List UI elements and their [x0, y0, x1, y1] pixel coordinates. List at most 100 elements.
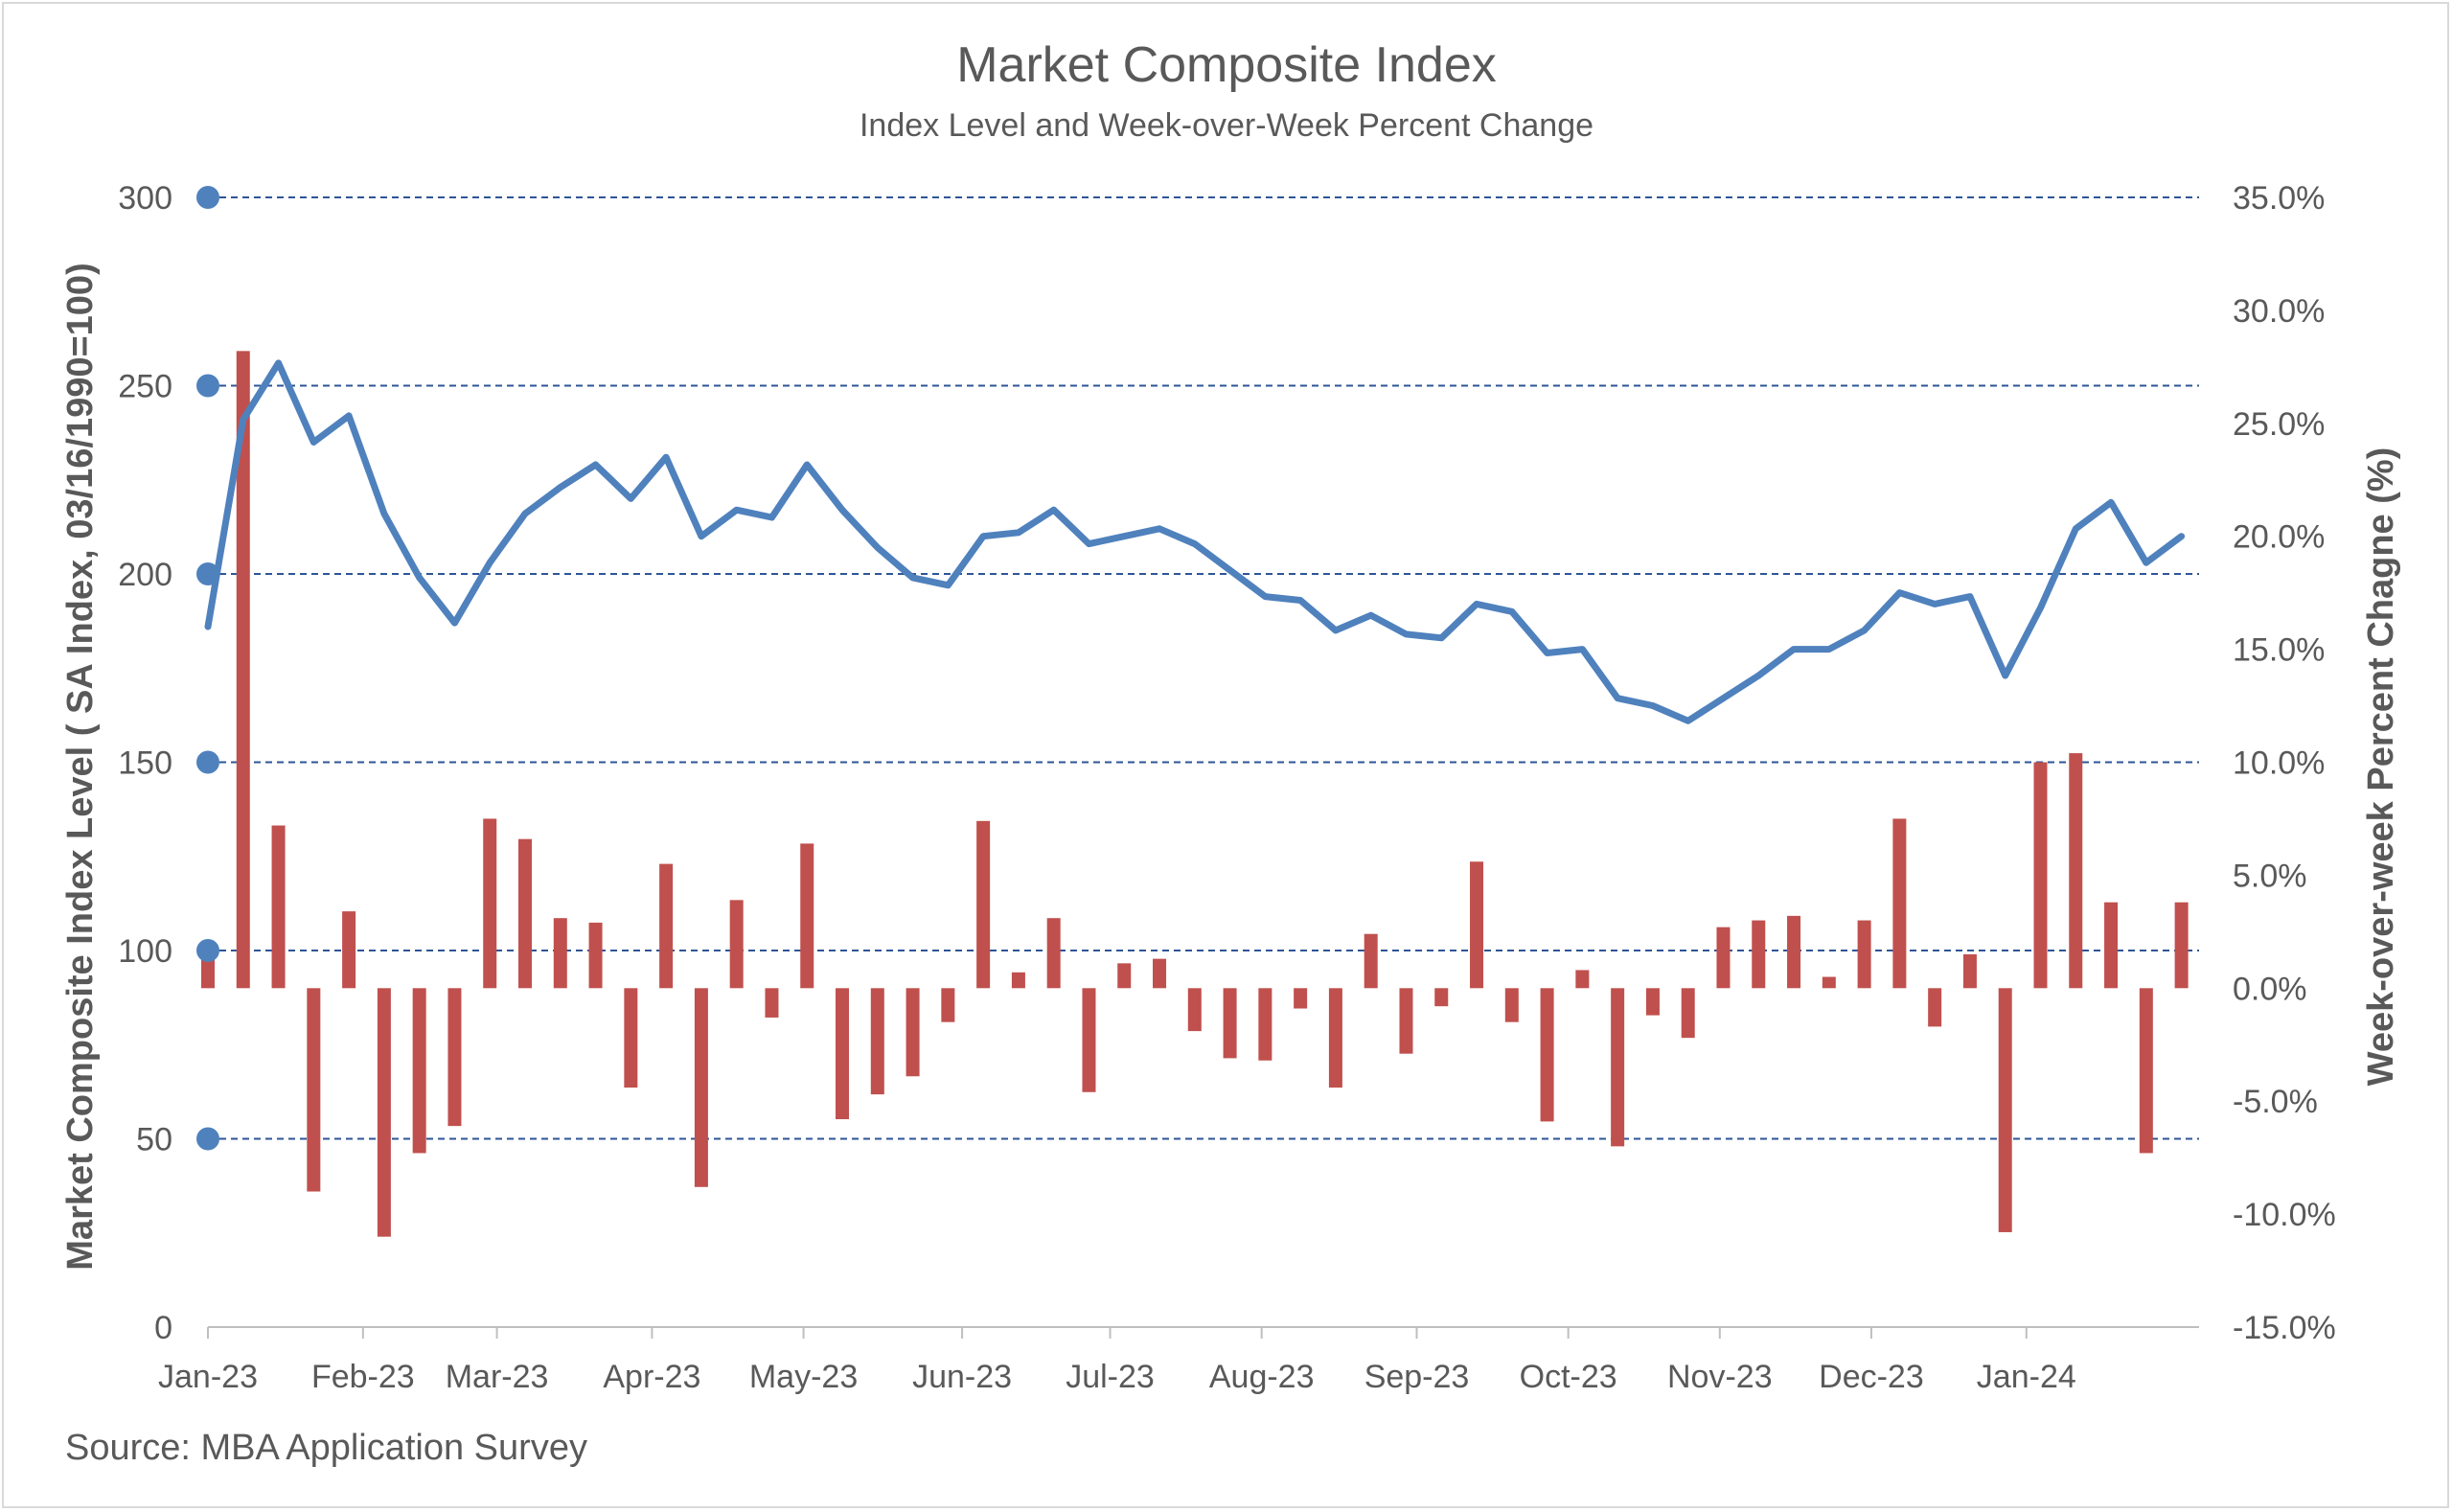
pct-change-bar: [1752, 920, 1766, 989]
x-tick-label: May-23: [749, 1359, 858, 1395]
pct-change-bar: [553, 918, 567, 989]
pct-change-bar: [1575, 970, 1590, 989]
right-tick-label: -5.0%: [2233, 1084, 2318, 1120]
left-tick-label: 50: [136, 1122, 172, 1158]
right-tick-label: 15.0%: [2233, 632, 2325, 669]
pct-change-bar: [1223, 988, 1237, 1059]
x-tick-label: Oct-23: [1520, 1359, 1617, 1395]
x-tick-label: Jan-24: [1977, 1359, 2076, 1395]
pct-change-bar: [1011, 972, 1025, 989]
x-tick-label: Jan-23: [158, 1359, 258, 1395]
axis-marker: [196, 374, 219, 398]
pct-change-bar: [624, 988, 638, 1088]
pct-change-bar: [201, 953, 215, 989]
pct-change-bar: [2174, 902, 2189, 989]
right-tick-label: -10.0%: [2233, 1197, 2336, 1233]
pct-change-bar: [1082, 988, 1096, 1092]
pct-change-bar: [1364, 933, 1378, 989]
axis-marker: [196, 939, 219, 962]
pct-change-bar: [2069, 753, 2083, 989]
pct-change-bar: [1540, 988, 1554, 1122]
pct-change-bar: [1645, 988, 1660, 1016]
pct-change-bar: [1258, 988, 1272, 1061]
axis-marker: [196, 562, 219, 585]
pct-change-bar: [1716, 927, 1731, 989]
pct-change-bar: [1187, 988, 1202, 1032]
pct-change-bar: [412, 988, 426, 1154]
pct-change-bar: [976, 820, 991, 989]
pct-change-bar: [765, 988, 779, 1018]
pct-change-bar: [447, 988, 462, 1127]
axis-marker: [196, 750, 219, 774]
pct-change-bar: [236, 351, 250, 989]
pct-change-bar: [2033, 762, 2048, 989]
pct-change-bar: [342, 911, 356, 989]
pct-change-bar: [729, 900, 744, 989]
pct-change-bar: [588, 922, 603, 989]
pct-change-bar: [2139, 988, 2153, 1154]
pct-change-bar: [941, 988, 955, 1022]
pct-change-bar: [1434, 988, 1449, 1007]
x-tick-label: Apr-23: [603, 1359, 700, 1395]
pct-change-bars: [201, 351, 2189, 1237]
left-tick-label: 100: [118, 933, 172, 970]
pct-change-bar: [483, 818, 497, 989]
right-tick-label: -15.0%: [2233, 1310, 2336, 1346]
x-tick-label: Nov-23: [1667, 1359, 1773, 1395]
x-tick-label: Feb-23: [311, 1359, 415, 1395]
axis-marker: [196, 186, 219, 209]
pct-change-bar: [1153, 958, 1167, 989]
gridlines: [208, 196, 2199, 1140]
x-tick-label: Mar-23: [446, 1359, 549, 1395]
pct-change-bar: [307, 988, 321, 1192]
pct-change-bar: [906, 988, 920, 1077]
pct-change-bar: [1046, 918, 1061, 989]
pct-change-bar: [1928, 988, 1942, 1027]
pct-change-bar: [1328, 988, 1342, 1088]
chart-subtitle: Index Level and Week-over-Week Percent C…: [859, 107, 1594, 144]
axes: 0 50 100 150 200 250 300 -15.0% -10.0% -5.0% 0.0% 5…: [118, 180, 2335, 1395]
pct-change-bar: [1822, 976, 1836, 989]
left-tick-label: 250: [118, 369, 172, 405]
pct-change-bar: [1857, 920, 1871, 989]
pct-change-bar: [1998, 988, 2012, 1232]
pct-change-bar: [659, 863, 674, 989]
pct-change-bar: [1504, 988, 1519, 1022]
chart-title: Market Composite Index: [956, 37, 1497, 93]
left-tick-label: 150: [118, 745, 172, 782]
x-tick-label: Sep-23: [1364, 1359, 1470, 1395]
pct-change-bar: [1962, 953, 1977, 989]
x-tick-label: Jul-23: [1066, 1359, 1155, 1395]
pct-change-bar: [1787, 915, 1801, 989]
pct-change-bar: [870, 988, 884, 1095]
pct-change-bar: [1470, 861, 1484, 989]
x-tick-label: Dec-23: [1819, 1359, 1924, 1395]
index-line-layer: [204, 359, 2186, 724]
pct-change-bar: [518, 838, 533, 989]
pct-change-bar: [271, 825, 286, 989]
x-tick-label: Aug-23: [1209, 1359, 1315, 1395]
left-tick-label: 200: [118, 557, 172, 593]
index-line: [204, 359, 2186, 724]
pct-change-bar: [1117, 963, 1132, 989]
left-tick-label: 0: [154, 1310, 172, 1346]
right-tick-label: 30.0%: [2233, 293, 2325, 330]
pct-change-bar: [1399, 988, 1413, 1054]
axis-labels: Market Composite Index Level ( SA Index,…: [60, 263, 2401, 1270]
pct-change-bar: [2104, 902, 2119, 989]
right-tick-label: 5.0%: [2233, 858, 2307, 894]
right-tick-label: 25.0%: [2233, 406, 2325, 443]
right-tick-label: 20.0%: [2233, 519, 2325, 556]
pct-change-bar: [1892, 818, 1907, 989]
left-axis-markers: [196, 186, 219, 1151]
pct-change-bar: [377, 988, 391, 1237]
pct-change-bar: [836, 988, 850, 1120]
left-axis-title: Market Composite Index Level ( SA Index,…: [60, 263, 101, 1270]
pct-change-bar: [800, 843, 814, 989]
pct-change-bar: [1681, 988, 1695, 1039]
right-tick-label: 10.0%: [2233, 745, 2325, 782]
right-axis-title: Week-over-week Percent Chagne (%): [2361, 447, 2401, 1087]
axis-marker: [196, 1127, 219, 1151]
pct-change-bar: [1611, 988, 1625, 1147]
